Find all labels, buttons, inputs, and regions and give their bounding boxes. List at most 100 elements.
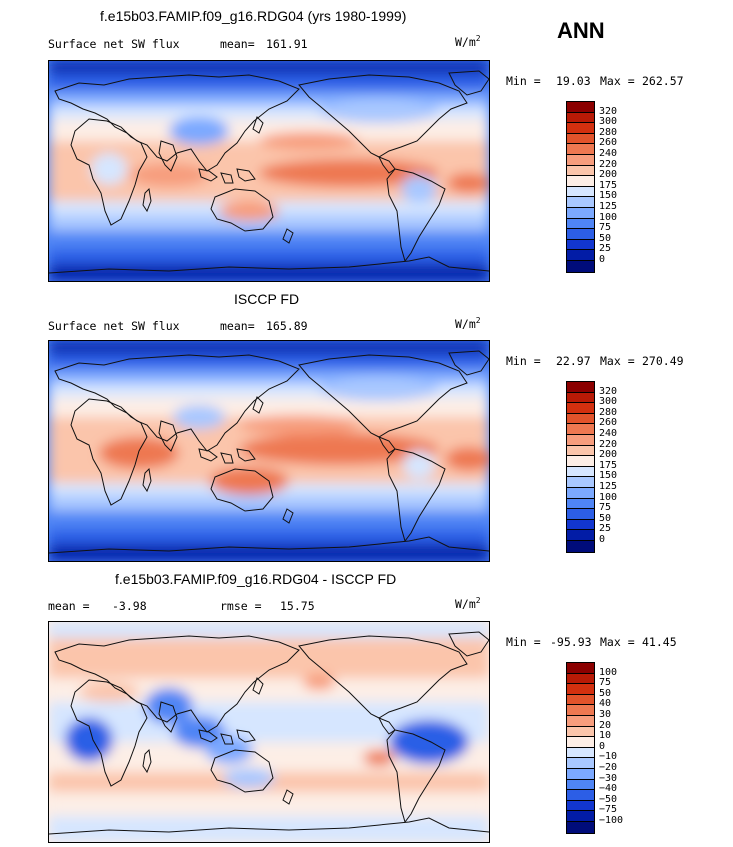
panel-3-title: f.e15b03.FAMIP.f09_g16.RDG04 - ISCCP FD xyxy=(115,571,397,587)
colorbar-swatch xyxy=(567,663,594,674)
colorbar-tick-label: −30 xyxy=(599,772,618,784)
colorbar-tick-label: 240 xyxy=(599,428,618,439)
colorbar-tick-label: 300 xyxy=(599,116,618,128)
colorbar-swatch xyxy=(567,519,594,531)
colorbar-swatch xyxy=(567,498,594,510)
colorbar-swatch xyxy=(567,260,594,272)
colorbar-swatch xyxy=(567,456,594,467)
panel-3-units: W/m2 xyxy=(455,596,481,611)
colorbar-swatch xyxy=(567,218,594,230)
colorbar-swatch xyxy=(567,197,594,208)
colorbar-swatch xyxy=(567,747,594,759)
colorbar-swatch xyxy=(567,176,594,187)
colorbar-tick-label: −40 xyxy=(599,783,618,795)
panel-2-mean-label: mean= xyxy=(220,319,255,333)
colorbar-swatch xyxy=(567,487,594,499)
colorbar-tick-label: 0 xyxy=(599,254,606,265)
colorbar-swatch xyxy=(567,229,594,240)
colorbar-tick-label: 150 xyxy=(599,190,618,202)
colorbar-tick-label: 175 xyxy=(599,179,618,191)
colorbar-swatch xyxy=(567,726,594,738)
panel-3-min-value: -95.93 xyxy=(550,635,592,649)
colorbar-tick-label: 100 xyxy=(599,491,618,503)
panel-3-rmse-label: rmse = xyxy=(220,599,262,613)
colorbar-tick-label: 25 xyxy=(599,243,612,255)
colorbar-swatch xyxy=(567,239,594,251)
colorbar-swatches xyxy=(566,662,595,834)
colorbar-swatch xyxy=(567,382,594,393)
colorbar-tick-label: 0 xyxy=(599,740,606,752)
colorbar-swatch xyxy=(567,694,594,706)
colorbar-tick-label: 300 xyxy=(599,396,618,408)
colorbar-swatch xyxy=(567,445,594,457)
colorbar-tick-label: −20 xyxy=(599,762,618,773)
panel-1-min-value: 19.03 xyxy=(556,74,591,88)
colorbar-swatch xyxy=(567,477,594,488)
colorbar-swatch xyxy=(567,144,594,155)
colorbar-swatch xyxy=(567,705,594,716)
colorbar-tick-label: 50 xyxy=(599,232,612,244)
colorbar-tick-label: −10 xyxy=(599,751,618,763)
colorbar-swatch xyxy=(567,811,594,822)
colorbar-tick-label: 50 xyxy=(599,687,612,699)
colorbar-swatch xyxy=(567,207,594,219)
colorbar-tick-label: 30 xyxy=(599,709,612,720)
colorbar-tick-label: 0 xyxy=(599,534,606,545)
panel-2-max-label: Max = xyxy=(600,354,635,368)
colorbar-tick-label: −100 xyxy=(599,815,624,826)
colorbar-tick-label: 100 xyxy=(599,211,618,223)
colorbar-swatch xyxy=(567,154,594,166)
colorbar-swatch xyxy=(567,102,594,113)
colorbar-swatch xyxy=(567,800,594,812)
colorbar-swatch xyxy=(567,737,594,748)
colorbar-swatch xyxy=(567,413,594,425)
colorbar-swatch xyxy=(567,684,594,695)
colorbar-swatch xyxy=(567,821,594,833)
colorbar-tick-label: 220 xyxy=(599,158,618,170)
colorbar-swatch xyxy=(567,392,594,404)
panel-3-mean-label: mean = xyxy=(48,599,90,613)
colorbar-swatch xyxy=(567,186,594,198)
colorbar-swatch xyxy=(567,790,594,801)
colorbar-tick-label: 280 xyxy=(599,126,618,138)
colorbar-swatches xyxy=(566,381,595,553)
panel-2-title: ISCCP FD xyxy=(234,291,300,307)
colorbar-tick-label: 220 xyxy=(599,438,618,450)
panel-1-mean-value: 161.91 xyxy=(266,37,308,51)
panel-3-max-value: 41.45 xyxy=(642,635,677,649)
colorbar-tick-label: 75 xyxy=(599,502,612,514)
colorbar-swatch xyxy=(567,424,594,435)
panel-2-variable-label: Surface net SW flux xyxy=(48,319,180,333)
colorbar-swatch xyxy=(567,768,594,780)
panel-3-rmse-value: 15.75 xyxy=(280,599,315,613)
colorbar-swatch xyxy=(567,509,594,520)
panel-2-units: W/m2 xyxy=(455,316,481,331)
panel-1-max-value: 262.57 xyxy=(642,74,684,88)
season-label: ANN xyxy=(557,18,605,43)
panel-2-min-value: 22.97 xyxy=(556,354,591,368)
panel-1-min-label: Min = xyxy=(506,74,541,88)
colorbar-swatch xyxy=(567,250,594,261)
colorbar-swatch xyxy=(567,466,594,478)
colorbar-tick-label: 280 xyxy=(599,406,618,418)
panel-1-max-label: Max = xyxy=(600,74,635,88)
colorbar-tick-label: 150 xyxy=(599,470,618,482)
panel-3-map xyxy=(48,621,490,843)
colorbar-tick-label: 175 xyxy=(599,459,618,471)
colorbar-tick-label: 240 xyxy=(599,148,618,159)
panel-2-mean-value: 165.89 xyxy=(266,319,308,333)
colorbar-swatches xyxy=(566,101,595,273)
panel-1-map xyxy=(48,60,490,282)
colorbar-tick-label: 320 xyxy=(599,105,618,117)
colorbar-tick-label: 75 xyxy=(599,677,612,689)
colorbar-tick-label: 75 xyxy=(599,222,612,234)
panel-2-max-value: 270.49 xyxy=(642,354,684,368)
colorbar-tick-label: 100 xyxy=(599,666,618,678)
colorbar-tick-label: 20 xyxy=(599,719,612,731)
panel-1-units: W/m2 xyxy=(455,34,481,49)
panel-3-min-label: Min = xyxy=(506,635,541,649)
colorbar-tick-label: 125 xyxy=(599,481,618,492)
panel-3-mean-value: -3.98 xyxy=(112,599,147,613)
panel-3-max-label: Max = xyxy=(600,635,635,649)
panel-2-map xyxy=(48,340,490,562)
